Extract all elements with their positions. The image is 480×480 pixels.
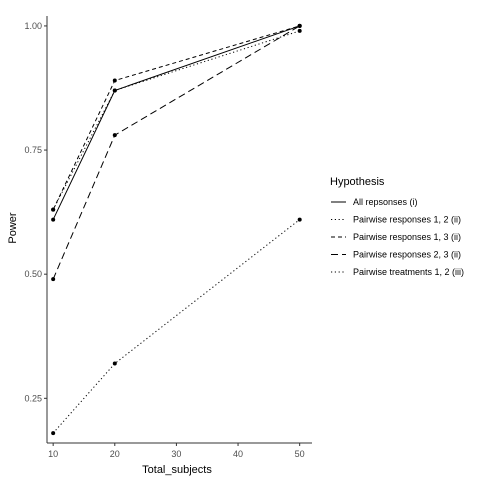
data-point — [51, 217, 56, 222]
x-axis-title: Total_subjects — [142, 464, 212, 476]
legend-items: All repsonses (i) Pairwise responses 1, 2… — [331, 197, 464, 277]
legend-label-1: All repsonses (i) — [353, 197, 418, 207]
data-point — [51, 277, 56, 282]
y-axis-title: Power — [7, 212, 19, 244]
legend-label-4: Pairwise responses 2, 3 (ii) — [353, 250, 461, 260]
legend-label-5: Pairwise treatments 1, 2 (iii) — [353, 267, 464, 277]
y-tick-label: 0.25 — [24, 393, 42, 403]
data-point — [297, 217, 302, 222]
x-tick-label: 50 — [295, 449, 305, 459]
legend-label-3: Pairwise responses 1, 3 (ii) — [353, 232, 461, 242]
x-tick-label: 10 — [48, 449, 58, 459]
legend-title: Hypothesis — [330, 176, 385, 188]
points-layer — [51, 23, 302, 436]
y-tick-label: 0.75 — [24, 145, 42, 155]
series-line-1 — [52, 25, 300, 220]
y-axis: 0.25 0.50 0.75 1.00 — [24, 16, 48, 443]
y-tick-label: 0.50 — [24, 269, 42, 279]
data-point — [297, 23, 302, 28]
data-point — [51, 207, 56, 212]
data-point — [297, 28, 302, 33]
y-tick-label: 1.00 — [24, 21, 42, 31]
series-layer — [52, 25, 300, 434]
data-point — [51, 431, 56, 436]
data-point — [112, 88, 117, 93]
x-tick-label: 40 — [233, 449, 243, 459]
legend: Hypothesis All repsonses (i) Pairwise res… — [330, 176, 464, 277]
legend-label-2: Pairwise responses 1, 2 (ii) — [353, 215, 461, 225]
series-line-2 — [52, 30, 300, 210]
series-line-3 — [52, 25, 300, 210]
x-tick-label: 30 — [171, 449, 181, 459]
x-axis: 10 20 30 40 50 — [47, 442, 312, 459]
x-tick-label: 20 — [110, 449, 120, 459]
data-point — [112, 361, 117, 366]
data-point — [112, 133, 117, 138]
data-point — [112, 78, 117, 83]
series-line-4 — [52, 25, 300, 280]
series-line-5 — [52, 219, 300, 434]
